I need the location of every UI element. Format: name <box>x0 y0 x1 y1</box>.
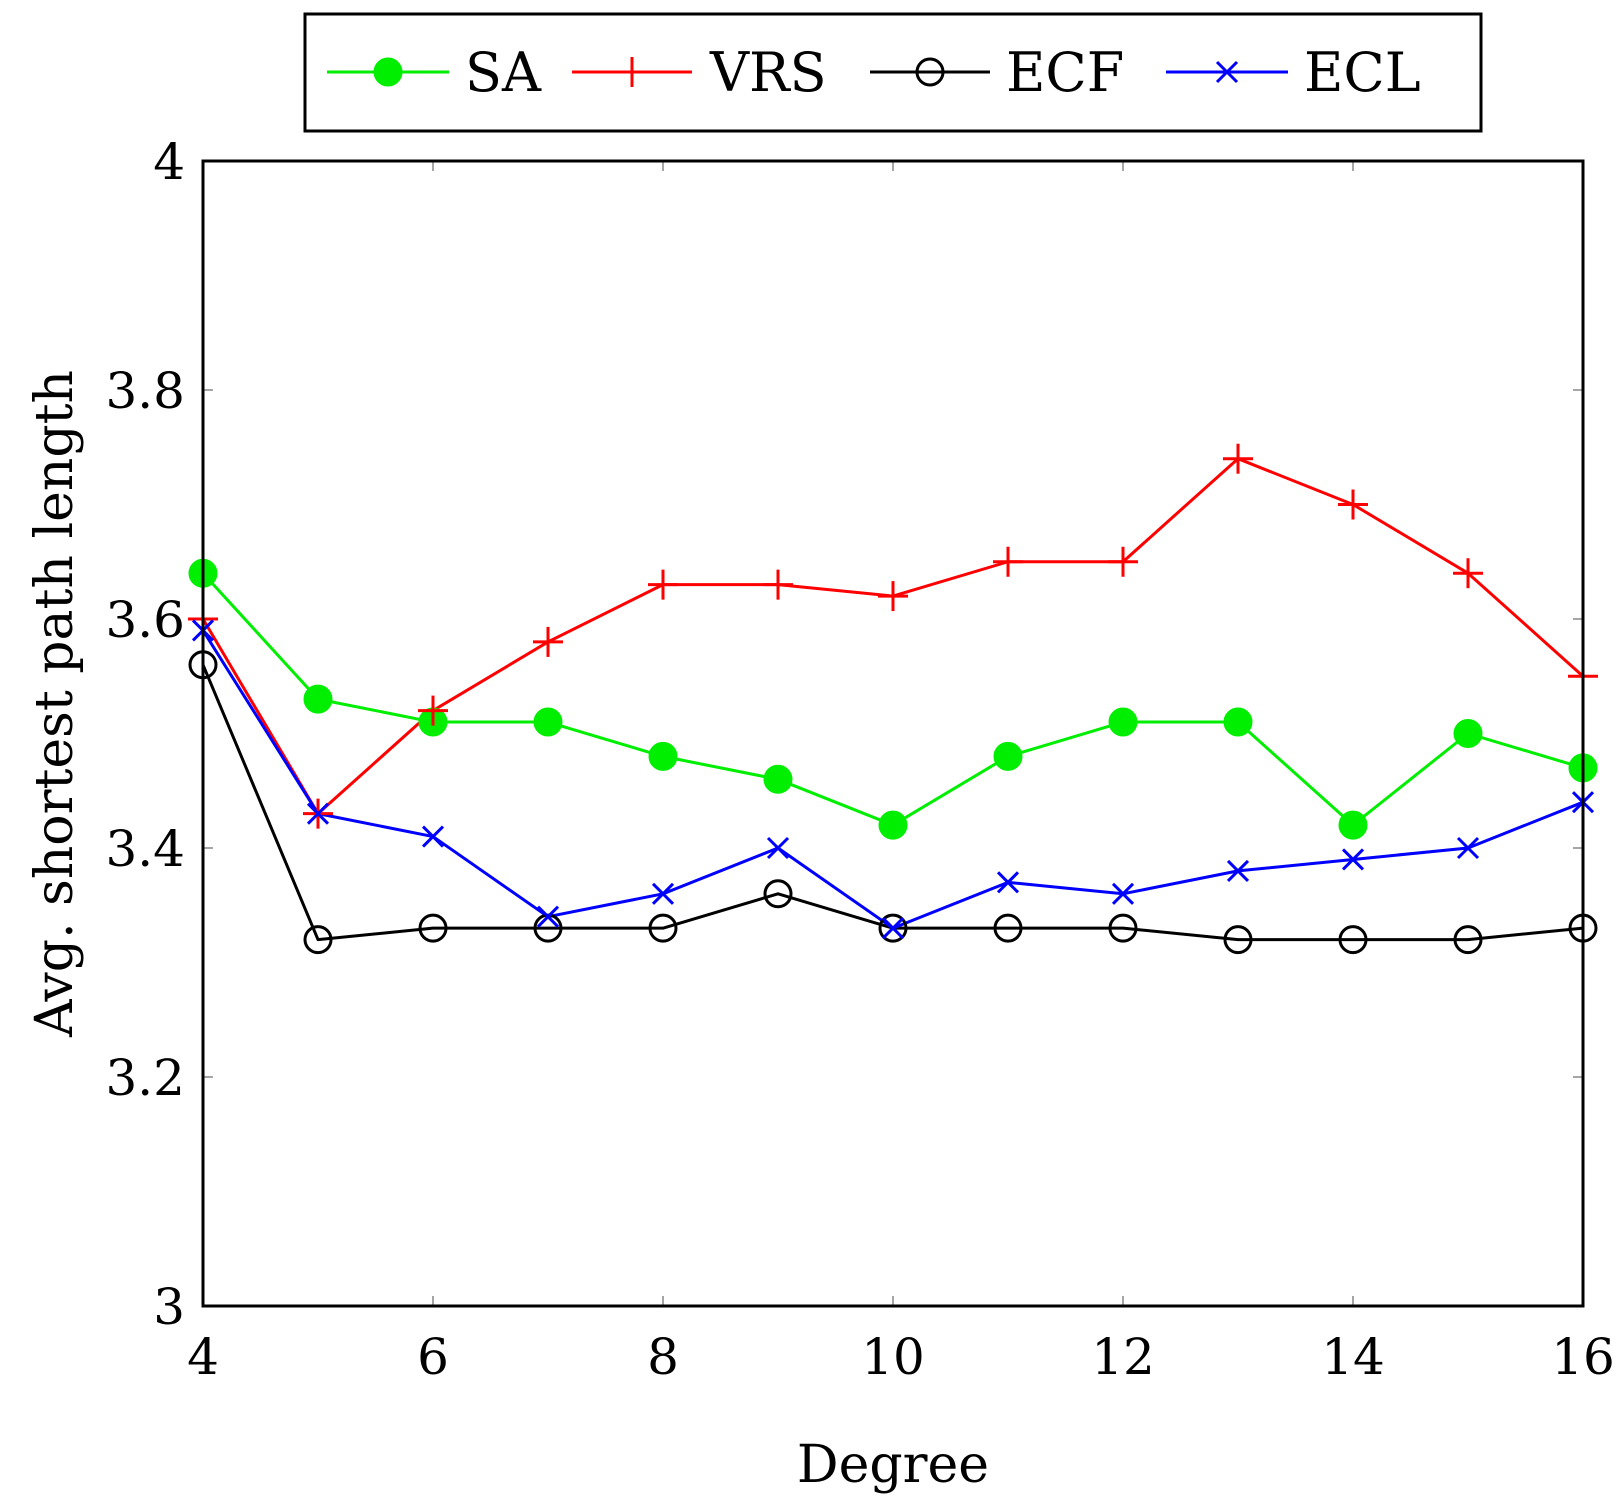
x-tick-label: 4 <box>187 1328 219 1386</box>
data-point-sa <box>303 684 333 714</box>
data-point-ecf <box>418 913 448 943</box>
series-line-vrs <box>201 457 1585 816</box>
legend-marker-vrs <box>617 57 647 87</box>
data-point-ecl-b <box>306 802 330 825</box>
legend-entry-sa: SA <box>327 41 542 104</box>
data-point-ecl-b <box>1456 836 1480 860</box>
data-point-sa <box>1108 707 1138 737</box>
data-point-ecl-b <box>536 905 560 928</box>
data-point-ecl <box>1456 836 1480 860</box>
data-point-ecl-b <box>421 825 445 848</box>
data-point-sa <box>878 810 908 840</box>
data-point-ecl <box>996 871 1020 894</box>
data-point-ecf <box>1453 925 1483 955</box>
data-point-ecl-b <box>1226 859 1250 882</box>
legend-label-ecl: ECL <box>1304 41 1421 104</box>
data-point-sa <box>763 764 793 794</box>
legend-entry-ecl: ECL <box>1166 41 1421 104</box>
y-tick-label: 3.4 <box>105 820 185 878</box>
series-line-ecf <box>201 664 1584 942</box>
data-point-vrs <box>418 695 448 726</box>
legend-marker-sa <box>373 57 403 87</box>
y-tick-label: 3 <box>153 1278 185 1336</box>
data-point-vrs <box>763 569 793 600</box>
legend-entry-vrs: VRS <box>572 41 827 104</box>
x-tick-label: 14 <box>1321 1328 1385 1386</box>
y-tick-label: 3.6 <box>105 591 185 649</box>
data-point-vrs <box>1453 558 1483 589</box>
data-point-ecl <box>651 882 675 905</box>
data-point-sa <box>648 741 678 771</box>
data-point-sa <box>1453 719 1483 748</box>
legend-label-vrs: VRS <box>709 41 827 104</box>
data-point-vrs <box>533 626 563 657</box>
x-tick-label: 8 <box>647 1328 679 1386</box>
data-point-vrs <box>1338 489 1368 520</box>
series-markers <box>188 443 1598 955</box>
data-point-ecl <box>1341 848 1365 871</box>
data-point-ecl <box>306 802 330 825</box>
data-point-ecl-b <box>881 917 905 940</box>
legend-label-ecf: ECF <box>1006 41 1124 104</box>
data-point-ecl <box>1226 859 1250 882</box>
data-point-vrs <box>648 569 678 600</box>
x-tick-label: 6 <box>417 1328 449 1386</box>
y-tick-label: 3.8 <box>105 362 185 420</box>
data-point-sa <box>533 707 563 737</box>
legend-label-sa: SA <box>465 41 542 104</box>
series-lines <box>201 457 1585 942</box>
data-point-ecl-b <box>1341 848 1365 871</box>
data-point-ecl <box>1111 882 1135 905</box>
data-point-ecl <box>536 905 560 928</box>
y-tick-label: 3.2 <box>105 1049 185 1107</box>
data-point-ecf <box>303 925 333 955</box>
data-point-ecl <box>421 825 445 848</box>
tick-labels: 4 6 8 10 12 14 16 3 3.2 3.4 3.6 3.8 4 <box>105 133 1614 1386</box>
legend-marker-ecl <box>1215 60 1239 84</box>
y-axis-title: Avg. shortest path length <box>25 370 85 1038</box>
data-point-ecl-b <box>766 836 790 860</box>
data-point-vrs <box>1108 546 1138 577</box>
data-point-ecf <box>1108 913 1138 943</box>
data-point-vrs <box>993 546 1023 577</box>
data-point-vrs <box>878 581 908 612</box>
axis-ticks <box>202 160 1584 1307</box>
data-point-ecf <box>763 879 793 909</box>
data-point-ecl <box>881 917 905 940</box>
data-point-ecf <box>1338 925 1368 955</box>
plot-frame <box>201 159 1585 1308</box>
data-point-ecl-b <box>996 871 1020 894</box>
data-point-ecl <box>766 836 790 860</box>
data-point-ecf <box>993 913 1023 943</box>
data-point-sa <box>1223 707 1253 737</box>
series-line-ecl <box>201 629 1584 930</box>
legend: SA VRS ECF ECL <box>303 12 1483 133</box>
legend-marker-ecl-b <box>1215 60 1239 84</box>
data-point-sa <box>1338 810 1368 840</box>
data-point-sa <box>993 741 1023 771</box>
x-tick-label: 12 <box>1091 1328 1155 1386</box>
legend-entry-ecf: ECF <box>870 41 1124 104</box>
data-point-ecf <box>648 913 678 943</box>
legend-marker-ecf <box>915 57 945 87</box>
data-point-ecf <box>1223 925 1253 955</box>
data-point-ecl-b <box>651 882 675 905</box>
x-tick-label: 10 <box>861 1328 925 1386</box>
x-tick-label: 16 <box>1551 1328 1615 1386</box>
data-point-vrs <box>1223 443 1253 474</box>
y-tick-label: 4 <box>153 133 185 191</box>
data-point-ecf <box>878 913 908 943</box>
x-axis-title: Degree <box>797 1435 989 1495</box>
data-point-ecl-b <box>1111 882 1135 905</box>
